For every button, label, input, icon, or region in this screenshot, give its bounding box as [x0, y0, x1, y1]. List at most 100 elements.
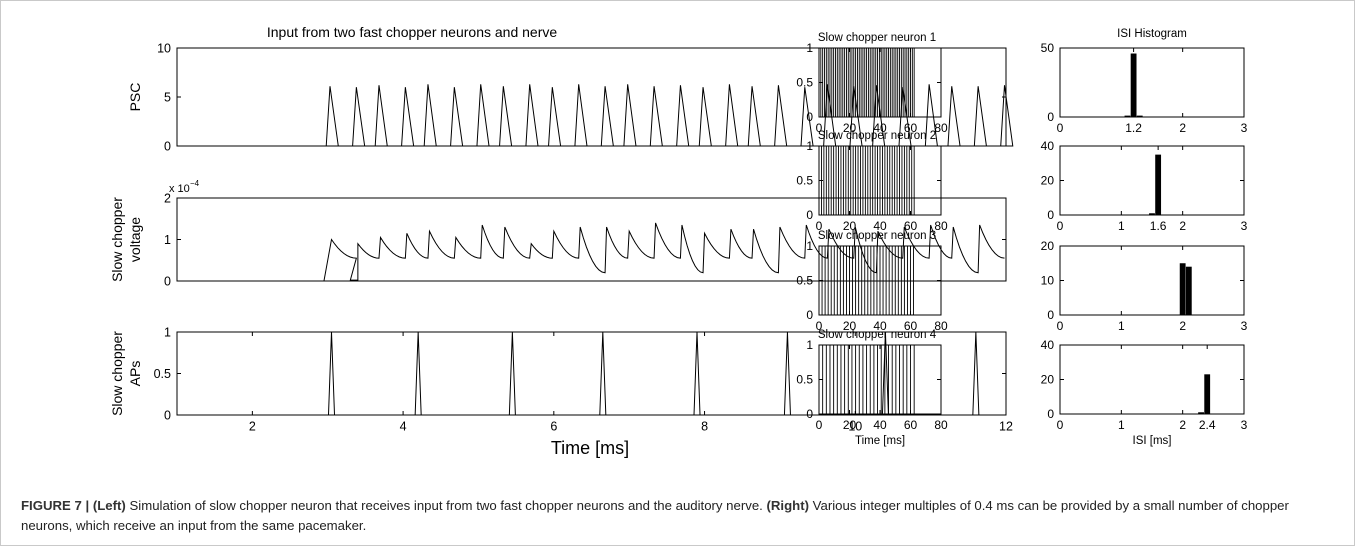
left-xlabel: Time [ms] [551, 438, 629, 458]
hist-4-xtick-label: 0 [1057, 418, 1064, 432]
aps-xtick-label: 4 [400, 420, 407, 434]
hist-2-bar [1149, 213, 1155, 215]
raster-3-xtick-label: 80 [934, 319, 948, 333]
raster-4-xtick-label: 60 [904, 418, 918, 432]
hist-xlabel: ISI [ms] [1133, 435, 1172, 447]
voltage-ytick-label: 1 [164, 233, 171, 247]
caption-left-tag: (Left) [92, 498, 126, 513]
hist-2-xtick-label: 2 [1179, 219, 1186, 233]
hist-2-xtick-label: 0 [1057, 219, 1064, 233]
raster-2-title: Slow chopper neuron 2 [818, 130, 936, 142]
caption-left-text: Simulation of slow chopper neuron that r… [125, 498, 767, 513]
hist-3-ytick-label: 0 [1047, 308, 1054, 322]
ap-spike [972, 331, 980, 416]
raster-1-xtick-label: 0 [816, 121, 823, 135]
voltage-exponent: −4 [190, 179, 200, 188]
ap-spike [508, 331, 516, 416]
hist-1-axes-box [1059, 47, 1245, 118]
raster-4-ytick-label: 0 [806, 407, 813, 421]
ap-spike [881, 331, 889, 416]
raster-3-xtick-label: 40 [873, 319, 887, 333]
hist-2-ytick-label: 0 [1047, 208, 1054, 222]
psc-ytick-label: 5 [164, 90, 171, 104]
hist-2-ytick-label: 40 [1041, 139, 1055, 153]
hist-3-bar [1179, 263, 1186, 315]
hist-2-xtick-label: 3 [1241, 219, 1248, 233]
hist-3-xtick-label: 3 [1241, 319, 1248, 333]
hist-3-axes-box [1059, 245, 1245, 316]
hist-1-bar [1124, 115, 1131, 117]
hist-4-xtick-label: 2 [1179, 418, 1186, 432]
aps-ylabel-line2: APs [127, 361, 143, 387]
hist-4-xtick-label: 3 [1241, 418, 1248, 432]
aps-ylabel-line1: Slow chopper [109, 331, 125, 416]
hist-2-xtick-label: 1.6 [1150, 219, 1167, 233]
raster-2-xtick-label: 0 [816, 219, 823, 233]
hist-1-bar [1130, 53, 1137, 117]
figure-7-plots: Input from two fast chopper neurons and … [109, 24, 1248, 458]
caption-right-text: Various integer multiples of 0.4 ms can … [21, 498, 1289, 533]
hist-4-xtick-label: 2.4 [1199, 418, 1216, 432]
raster-3-xtick-label: 20 [843, 319, 857, 333]
raster-2-ytick-label: 0.5 [796, 174, 813, 188]
raster-2-xtick-label: 60 [904, 219, 918, 233]
left-panel-title: Input from two fast chopper neurons and … [267, 24, 557, 40]
hist-2-bar [1155, 154, 1162, 215]
psc-ytick-label: 0 [164, 139, 171, 153]
raster-4-ytick-label: 1 [806, 338, 813, 352]
raster-4-xtick-label: 20 [843, 418, 857, 432]
raster-1-ytick-label: 1 [806, 41, 813, 55]
raster-3-ytick-label: 0.5 [796, 274, 813, 288]
hist-1-xtick-label: 2 [1179, 121, 1186, 135]
raster-xlabel: Time [ms] [855, 435, 905, 447]
voltage-ylabel-line2: voltage [127, 217, 143, 262]
figure-caption: FIGURE 7 | (Left) Simulation of slow cho… [21, 496, 1341, 536]
ap-spike [327, 331, 336, 416]
psc-ytick-label: 10 [157, 41, 171, 55]
caption-label: FIGURE 7 | [21, 498, 93, 513]
raster-1-ytick-label: 0 [806, 110, 813, 124]
hist-3-ytick-label: 20 [1041, 239, 1055, 253]
raster-4-title: Slow chopper neuron 4 [818, 329, 937, 341]
hist-1-xtick-label: 1.2 [1125, 121, 1142, 135]
hist-3-ytick-label: 10 [1041, 274, 1055, 288]
raster-1-xtick-label: 40 [873, 121, 887, 135]
raster-3-xtick-label: 0 [816, 319, 823, 333]
ap-spike [693, 331, 701, 416]
voltage-ylabel-line1: Slow chopper [109, 197, 125, 282]
raster-2-ytick-label: 0 [806, 208, 813, 222]
hist-4-ytick-label: 40 [1041, 338, 1055, 352]
raster-3-title: Slow chopper neuron 3 [818, 230, 936, 242]
raster-1-ytick-label: 0.5 [796, 76, 813, 90]
hist-4-bar [1204, 374, 1211, 414]
hist-3-xtick-label: 0 [1057, 319, 1064, 333]
hist-4-bar [1198, 412, 1204, 414]
raster-4-xtick-label: 0 [816, 418, 823, 432]
raster-1-xtick-label: 80 [934, 121, 948, 135]
raster-3-ytick-label: 1 [806, 239, 813, 253]
hist-2-ytick-label: 20 [1041, 174, 1055, 188]
hist-4-ytick-label: 20 [1041, 373, 1055, 387]
ap-spike [599, 331, 607, 416]
hist-1-xtick-label: 0 [1057, 121, 1064, 135]
voltage-trace [177, 222, 1005, 282]
aps-ytick-label: 0 [164, 408, 171, 422]
aps-ytick-label: 1 [164, 325, 171, 339]
aps-xtick-label: 6 [550, 420, 557, 434]
voltage-ytick-label: 0 [164, 274, 171, 288]
psc-ylabel: PSC [127, 83, 143, 112]
psc-trace [177, 84, 1014, 147]
hist-4-axes-box [1059, 344, 1245, 415]
raster-3-xtick-label: 60 [904, 319, 918, 333]
hist-3-bar [1185, 266, 1192, 315]
aps-xtick-label: 12 [999, 420, 1013, 434]
raster-1-xtick-label: 20 [843, 121, 857, 135]
raster-2-xtick-label: 20 [843, 219, 857, 233]
hist-2-axes-box [1059, 145, 1245, 216]
aps-xtick-label: 2 [249, 420, 256, 434]
raster-1-xtick-label: 60 [904, 121, 918, 135]
aps-xtick-label: 10 [848, 420, 862, 434]
aps-ytick-label: 0.5 [154, 367, 171, 381]
raster-4-xtick-label: 80 [934, 418, 948, 432]
